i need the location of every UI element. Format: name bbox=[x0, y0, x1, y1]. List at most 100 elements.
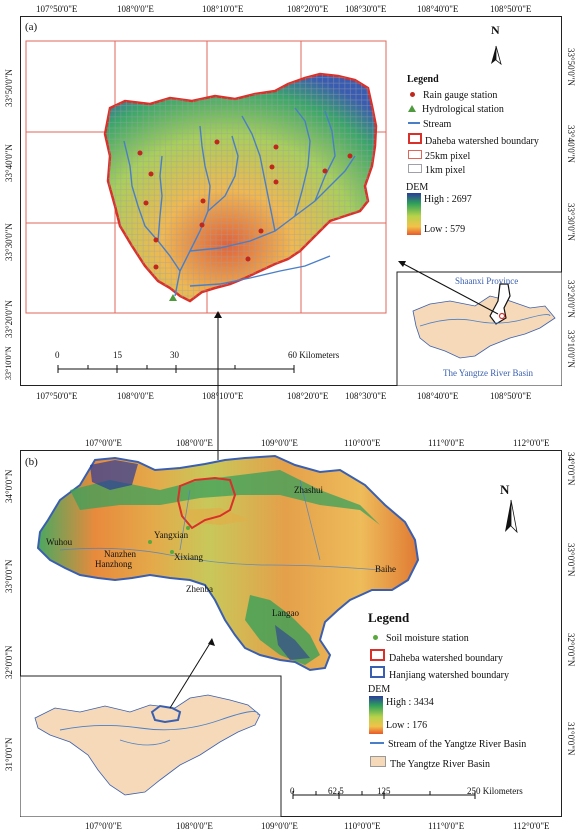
city-label: Xixiang bbox=[174, 552, 203, 562]
panel-b-left-tick: 31°0'0"N bbox=[4, 737, 14, 771]
scale-bar-a bbox=[57, 365, 295, 373]
panel-a-top-tick: 108°0'0"E bbox=[117, 4, 154, 14]
scale-b-label: 0 bbox=[290, 786, 295, 796]
panel-b-bottom-tick: 112°0'0"E bbox=[513, 821, 550, 831]
panel-b-top-tick: 110°0'0"E bbox=[344, 438, 381, 448]
scale-b-label: 125 bbox=[377, 786, 391, 796]
rain-gauge-stations bbox=[137, 139, 353, 270]
city-label: Wuhou bbox=[46, 537, 73, 547]
legend-a-item: Rain gauge station bbox=[408, 90, 497, 101]
panel-b-left-tick: 34°0'0"N bbox=[4, 469, 14, 503]
panel-b-right-tick: 32°0'0"N bbox=[566, 633, 576, 667]
panel-b-top-tick: 108°0'0"E bbox=[176, 438, 213, 448]
legend-b-dem-low: Low : 176 bbox=[386, 720, 428, 731]
legend-a-dem-high: High : 2697 bbox=[424, 194, 472, 205]
scale-b-label: 62.5 bbox=[328, 786, 344, 796]
legend-b-item: Hanjiang watershed boundary bbox=[370, 666, 509, 681]
panel-a-bottom-tick: 108°30'0"E bbox=[345, 391, 387, 401]
panel-b-right-tick: 33°0'0"N bbox=[566, 543, 576, 577]
panel-b-frame bbox=[20, 450, 562, 817]
city-label: Yangxian bbox=[154, 530, 189, 540]
legend-a-item: 25km pixel bbox=[408, 150, 470, 162]
inset-a-basin bbox=[412, 295, 556, 359]
soil-station-icon bbox=[373, 635, 378, 640]
panel-a-top-tick: 108°30'0"E bbox=[345, 4, 387, 14]
city-label: Hanzhong bbox=[95, 559, 132, 569]
legend-a-dem-title: DEM bbox=[406, 182, 429, 193]
panel-b-left-tick: 33°0'0"N bbox=[4, 559, 14, 593]
yangtze-basin-icon bbox=[370, 756, 386, 767]
panel-b-bottom-tick: 109°0'0"E bbox=[261, 821, 298, 831]
scale-a-label: 15 bbox=[113, 350, 122, 360]
panel-b-map bbox=[20, 454, 518, 817]
legend-b-item: The Yangtze River Basin bbox=[370, 756, 490, 770]
panel-a-top-tick: 108°50'0"E bbox=[490, 4, 532, 14]
north-label-a: N bbox=[491, 23, 500, 37]
panel-a-label: (a) bbox=[25, 21, 38, 33]
triangle-icon bbox=[408, 105, 416, 112]
legend-a-title: Legend bbox=[407, 74, 439, 85]
stream-icon bbox=[408, 122, 420, 124]
legend-b-dem-high: High : 3434 bbox=[386, 697, 434, 708]
legend-a-dem-low: Low : 579 bbox=[424, 224, 466, 235]
panel-b-bottom-tick: 108°0'0"E bbox=[176, 821, 213, 831]
yangtze-stream-icon bbox=[370, 742, 384, 744]
city-label: Baihe bbox=[375, 564, 396, 574]
legend-b-item: Daheba watershed boundary bbox=[370, 649, 503, 664]
panel-b-bottom-tick: 110°0'0"E bbox=[344, 821, 381, 831]
city-label: Zhenba bbox=[186, 584, 213, 594]
scale-a-label: 30 bbox=[170, 350, 179, 360]
panel-b-top-tick: 111°0'0"E bbox=[428, 438, 465, 448]
hanjiang-boundary-icon bbox=[370, 666, 385, 678]
city-label: Nanzhen bbox=[104, 549, 136, 559]
panel-b-bottom-tick: 107°0'0"E bbox=[85, 821, 122, 831]
panel-a-top-tick: 108°20'0"E bbox=[287, 4, 329, 14]
inset-a-basin-label: The Yangtze River Basin bbox=[443, 368, 533, 378]
rain-gauge-icon bbox=[410, 92, 415, 97]
north-label-b: N bbox=[500, 482, 510, 497]
dem-colorbar-b bbox=[369, 696, 383, 734]
daheba-boundary-icon bbox=[370, 649, 385, 661]
inset-a-province: Shaanxi Province bbox=[455, 276, 519, 286]
boundary-icon bbox=[408, 133, 422, 144]
panel-b-left-tick: 32°0'0"N bbox=[4, 645, 14, 679]
panel-a-frame bbox=[20, 16, 562, 386]
panel-b-top-tick: 109°0'0"E bbox=[261, 438, 298, 448]
panel-a-bottom-tick: 107°50'0"E bbox=[36, 391, 78, 401]
panel-a-bottom-tick: 108°40'0"E bbox=[417, 391, 459, 401]
scale-b-label: 250 Kilometers bbox=[467, 786, 523, 796]
25km-pixel-icon bbox=[408, 150, 422, 159]
panel-a-top-tick: 108°10'0"E bbox=[202, 4, 244, 14]
legend-a-item: 1km pixel bbox=[408, 164, 465, 176]
legend-a-item: Daheba watershed boundary bbox=[408, 133, 539, 147]
streams bbox=[123, 107, 356, 297]
panel-b-top-tick: 107°0'0"E bbox=[85, 438, 122, 448]
legend-b-item: Soil moisture station bbox=[370, 633, 469, 644]
city-label: Zhashui bbox=[294, 485, 323, 495]
hydrological-station bbox=[169, 294, 177, 301]
north-arrow-a bbox=[491, 45, 502, 66]
1km-pixel-icon bbox=[408, 164, 422, 173]
city-label: Langao bbox=[272, 608, 299, 618]
legend-b-item: Stream of the Yangtze River Basin bbox=[370, 739, 526, 750]
panel-a-top-tick: 107°50'0"E bbox=[36, 4, 78, 14]
panel-a-bottom-tick: 108°50'0"E bbox=[490, 391, 532, 401]
panel-b-bottom-tick: 111°0'0"E bbox=[428, 821, 465, 831]
dem-colorbar-a bbox=[407, 193, 421, 235]
panel-b-label: (b) bbox=[25, 456, 38, 468]
daheba-boundary-b bbox=[176, 476, 237, 530]
legend-a-item: Hydrological station bbox=[408, 104, 504, 115]
panel-b-right-tick: 31°0'0"N bbox=[566, 722, 576, 756]
scale-a-label: 0 bbox=[55, 350, 60, 360]
legend-a-item: Stream bbox=[408, 119, 451, 130]
panel-a-bottom-tick: 108°0'0"E bbox=[117, 391, 154, 401]
panel-a-top-tick: 108°40'0"E bbox=[417, 4, 459, 14]
panel-b-right-tick: 34°0'0"N bbox=[566, 452, 576, 486]
north-arrow-b bbox=[505, 499, 518, 534]
legend-b-dem-title: DEM bbox=[368, 684, 391, 695]
scale-a-label: 60 Kilometers bbox=[288, 350, 340, 360]
scale-bar-b bbox=[292, 791, 476, 799]
soil-moisture-stations bbox=[148, 526, 190, 554]
panel-a-bottom-tick: 108°10'0"E bbox=[202, 391, 244, 401]
